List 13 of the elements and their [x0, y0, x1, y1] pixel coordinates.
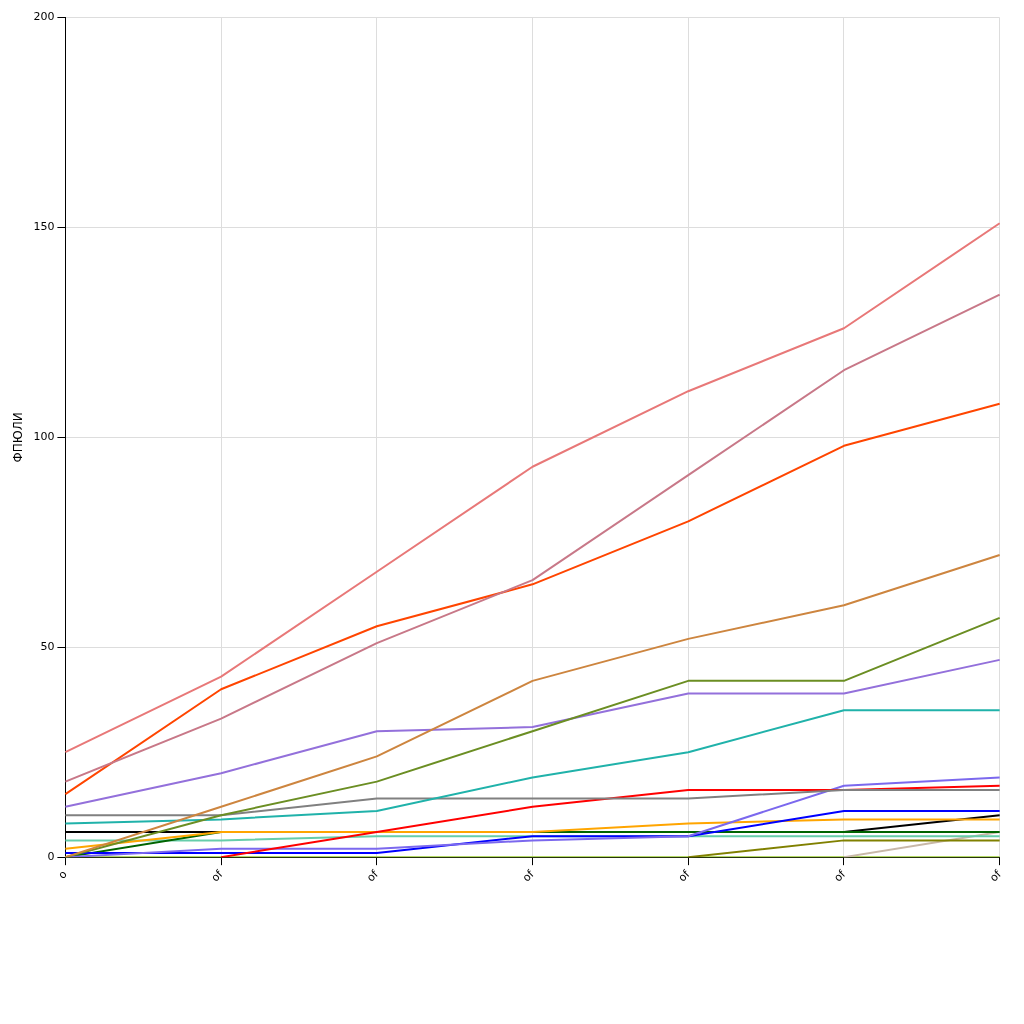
x-tick-label: of	[519, 866, 538, 885]
y-axis-title: ФПЮЛИ	[11, 412, 26, 463]
x-tick-label: o	[55, 867, 70, 882]
y-tick-label: 150	[33, 220, 55, 234]
y-tick-label: 100	[33, 430, 55, 444]
x-tick-label: of	[987, 866, 1005, 885]
y-tick-label: 200	[33, 10, 55, 24]
x-tick-label: of	[831, 866, 849, 885]
x-tick-label: of	[208, 866, 227, 885]
y-tick-label: 50	[40, 640, 55, 654]
x-tick-label: of	[675, 866, 694, 885]
x-tick-label: of	[364, 866, 382, 885]
y-tick-label: 0	[47, 850, 55, 864]
